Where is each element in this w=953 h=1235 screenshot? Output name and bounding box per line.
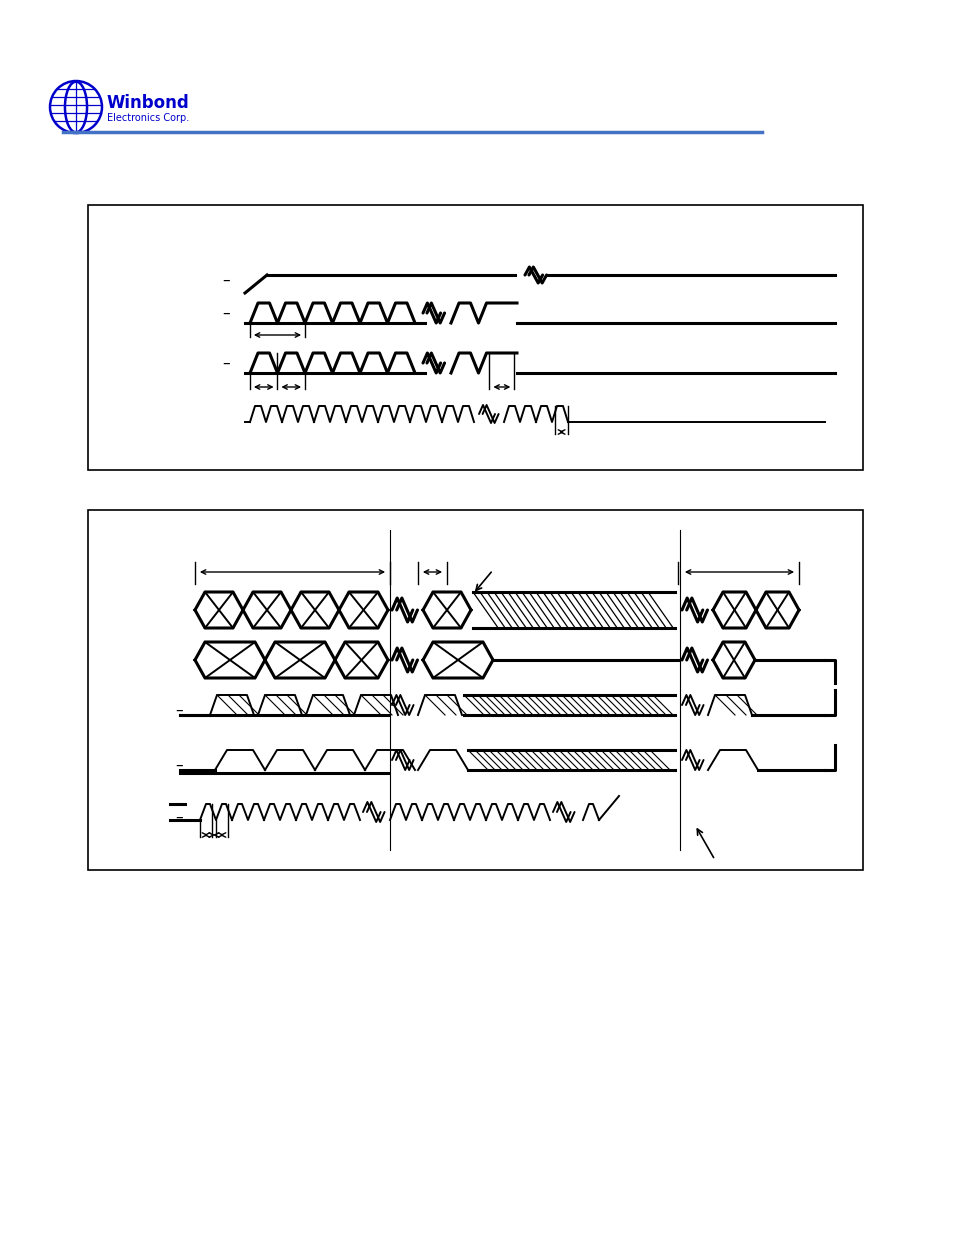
Bar xyxy=(88,510,862,869)
Text: –: – xyxy=(222,273,230,288)
Text: –: – xyxy=(222,356,230,370)
Bar xyxy=(88,205,862,471)
Text: Electronics Corp.: Electronics Corp. xyxy=(107,112,189,124)
Text: –: – xyxy=(222,305,230,321)
Text: –: – xyxy=(175,809,183,825)
Text: Winbond: Winbond xyxy=(107,94,190,112)
Text: –: – xyxy=(175,703,183,718)
Text: –: – xyxy=(175,757,183,773)
